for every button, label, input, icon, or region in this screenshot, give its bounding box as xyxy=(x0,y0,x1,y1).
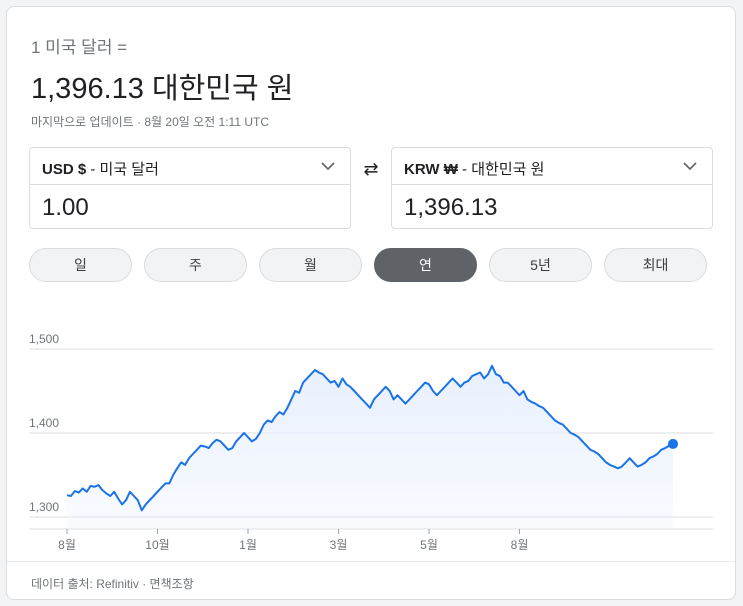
currency-converter-card: 1 미국 달러 = 1,396.13 대한민국 원 마지막으로 업데이트 · 8… xyxy=(6,6,736,600)
y-tick-label: 1,400 xyxy=(29,416,59,430)
from-amount-input[interactable]: 1.00 xyxy=(42,194,89,221)
latest-point xyxy=(668,438,678,449)
data-source-footer: 데이터 출처: Refinitiv · 면책조항 xyxy=(31,577,194,591)
x-tick-label: 5월 xyxy=(420,538,438,552)
period-day-button[interactable]: 일 xyxy=(29,248,132,282)
chevron-down-icon xyxy=(683,162,697,171)
period-5year-button[interactable]: 5년 xyxy=(489,248,592,282)
y-tick-label: 1,300 xyxy=(29,500,59,514)
x-tick-label: 8월 xyxy=(58,538,76,552)
to-currency-name: - 대한민국 원 xyxy=(457,161,545,178)
to-amount-input[interactable]: 1,396.13 xyxy=(404,194,498,221)
to-currency-box: KRW ₩ - 대한민국 원 1,396.13 xyxy=(391,147,713,229)
from-currency-select[interactable]: USD $ - 미국 달러 xyxy=(30,148,350,185)
to-currency-select[interactable]: KRW ₩ - 대한민국 원 xyxy=(392,148,712,185)
to-currency-code: KRW ₩ xyxy=(404,161,458,178)
last-updated-text: 마지막으로 업데이트 · 8월 20일 오전 1:11 UTC xyxy=(31,115,270,129)
converted-amount-line: 1,396.13 대한민국 원 xyxy=(31,73,294,105)
footer-divider xyxy=(7,561,735,562)
period-month-button[interactable]: 월 xyxy=(259,248,362,282)
from-currency-name: - 미국 달러 xyxy=(86,161,159,178)
from-currency-box: USD $ - 미국 달러 1.00 xyxy=(29,147,351,229)
x-tick-label: 1월 xyxy=(239,538,257,552)
x-tick-label: 3월 xyxy=(330,538,348,552)
rate-area xyxy=(67,365,673,529)
period-year-button[interactable]: 연 xyxy=(374,248,477,282)
from-amount-line: 1 미국 달러 = xyxy=(31,38,128,57)
swap-icon[interactable]: ⇄ xyxy=(363,159,379,179)
period-max-button[interactable]: 최대 xyxy=(604,248,707,282)
x-tick-label: 8월 xyxy=(511,538,529,552)
exchange-rate-chart[interactable]: 1,300 1,400 1,500 8월 10월 1월 3월 5월 8월 xyxy=(7,317,736,557)
y-tick-label: 1,500 xyxy=(29,332,59,346)
from-currency-code: USD $ xyxy=(42,161,87,178)
rate-line xyxy=(66,364,674,512)
x-tick-label: 10월 xyxy=(145,538,169,552)
chevron-down-icon xyxy=(321,162,335,171)
period-week-button[interactable]: 주 xyxy=(144,248,247,282)
